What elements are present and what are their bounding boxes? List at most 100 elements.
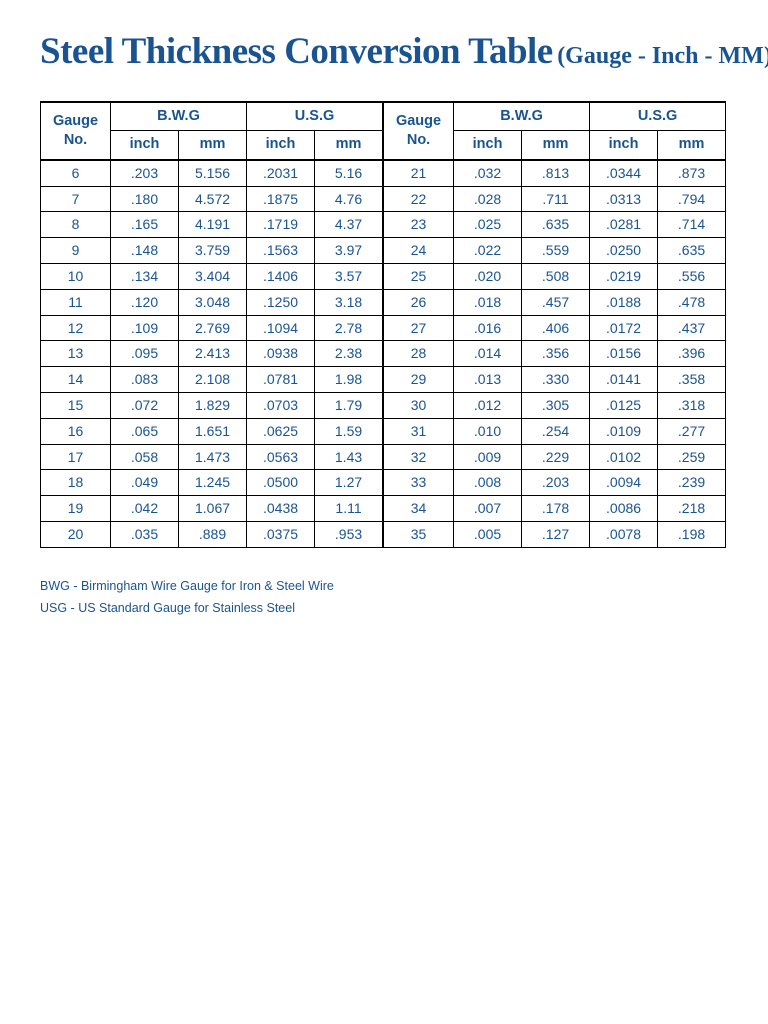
cell-ui: .0188 <box>590 289 658 315</box>
cell-bm: .559 <box>522 238 590 264</box>
cell-bi: .203 <box>111 160 179 186</box>
table-row: 9.1483.759.15633.97 <box>41 238 383 264</box>
cell-ui: .0219 <box>590 263 658 289</box>
header-usg-inch: inch <box>590 131 658 160</box>
cell-g: 25 <box>384 263 454 289</box>
cell-ui: .0086 <box>590 496 658 522</box>
cell-g: 28 <box>384 341 454 367</box>
cell-bi: .013 <box>454 367 522 393</box>
cell-um: .714 <box>658 212 726 238</box>
cell-bi: .020 <box>454 263 522 289</box>
table-row: 16.0651.651.06251.59 <box>41 418 383 444</box>
cell-bi: .028 <box>454 186 522 212</box>
cell-ui: .0094 <box>590 470 658 496</box>
header-usg-mm: mm <box>658 131 726 160</box>
cell-bi: .007 <box>454 496 522 522</box>
cell-g: 18 <box>41 470 111 496</box>
cell-um: 1.98 <box>315 367 383 393</box>
cell-g: 9 <box>41 238 111 264</box>
cell-um: 3.57 <box>315 263 383 289</box>
cell-bm: 1.651 <box>179 418 247 444</box>
table-row: 10.1343.404.14063.57 <box>41 263 383 289</box>
table-row: 20.035.889.0375.953 <box>41 521 383 547</box>
table-row: 34.007.178.0086.218 <box>384 496 726 522</box>
cell-g: 17 <box>41 444 111 470</box>
cell-bm: .305 <box>522 392 590 418</box>
cell-bi: .109 <box>111 315 179 341</box>
cell-bi: .095 <box>111 341 179 367</box>
cell-g: 7 <box>41 186 111 212</box>
footnotes: BWG - Birmingham Wire Gauge for Iron & S… <box>40 576 728 618</box>
cell-bi: .022 <box>454 238 522 264</box>
cell-bm: .203 <box>522 470 590 496</box>
cell-um: 1.43 <box>315 444 383 470</box>
cell-bm: .508 <box>522 263 590 289</box>
cell-g: 31 <box>384 418 454 444</box>
cell-um: .277 <box>658 418 726 444</box>
cell-bi: .072 <box>111 392 179 418</box>
cell-bm: 2.769 <box>179 315 247 341</box>
cell-bi: .065 <box>111 418 179 444</box>
cell-bm: .889 <box>179 521 247 547</box>
cell-bi: .008 <box>454 470 522 496</box>
cell-bm: 1.473 <box>179 444 247 470</box>
cell-ui: .0281 <box>590 212 658 238</box>
cell-um: .218 <box>658 496 726 522</box>
header-usg: U.S.G <box>247 102 383 131</box>
cell-bi: .058 <box>111 444 179 470</box>
cell-bi: .016 <box>454 315 522 341</box>
table-row: 29.013.330.0141.358 <box>384 367 726 393</box>
cell-g: 19 <box>41 496 111 522</box>
cell-um: .259 <box>658 444 726 470</box>
cell-bm: .457 <box>522 289 590 315</box>
cell-ui: .0109 <box>590 418 658 444</box>
table-row: 33.008.203.0094.239 <box>384 470 726 496</box>
cell-g: 21 <box>384 160 454 186</box>
cell-g: 14 <box>41 367 111 393</box>
header-bwg-inch: inch <box>111 131 179 160</box>
cell-ui: .1875 <box>247 186 315 212</box>
cell-um: .318 <box>658 392 726 418</box>
table-left-body: 6.2035.156.20315.167.1804.572.18754.768.… <box>41 160 383 547</box>
header-usg-mm: mm <box>315 131 383 160</box>
cell-um: .437 <box>658 315 726 341</box>
cell-um: .358 <box>658 367 726 393</box>
cell-ui: .0500 <box>247 470 315 496</box>
cell-um: .873 <box>658 160 726 186</box>
header-gauge: GaugeNo. <box>41 102 111 160</box>
table-row: 30.012.305.0125.318 <box>384 392 726 418</box>
table-row: 32.009.229.0102.259 <box>384 444 726 470</box>
conversion-table-left: GaugeNo. B.W.G U.S.G inch mm inch mm 6.2… <box>40 101 383 548</box>
cell-ui: .0078 <box>590 521 658 547</box>
page-title: Steel Thickness Conversion Table (Gauge … <box>40 30 728 73</box>
cell-g: 26 <box>384 289 454 315</box>
cell-g: 30 <box>384 392 454 418</box>
cell-bm: .127 <box>522 521 590 547</box>
table-row: 28.014.356.0156.396 <box>384 341 726 367</box>
cell-bi: .180 <box>111 186 179 212</box>
footnote-usg: USG - US Standard Gauge for Stainless St… <box>40 598 728 618</box>
table-row: 22.028.711.0313.794 <box>384 186 726 212</box>
table-row: 13.0952.413.09382.38 <box>41 341 383 367</box>
cell-bm: .813 <box>522 160 590 186</box>
cell-g: 6 <box>41 160 111 186</box>
cell-um: .198 <box>658 521 726 547</box>
table-row: 6.2035.156.20315.16 <box>41 160 383 186</box>
cell-bm: 3.048 <box>179 289 247 315</box>
cell-g: 20 <box>41 521 111 547</box>
cell-ui: .0141 <box>590 367 658 393</box>
header-usg-inch: inch <box>247 131 315 160</box>
cell-ui: .0156 <box>590 341 658 367</box>
table-row: 25.020.508.0219.556 <box>384 263 726 289</box>
cell-bm: 3.404 <box>179 263 247 289</box>
cell-um: 2.78 <box>315 315 383 341</box>
cell-um: .635 <box>658 238 726 264</box>
header-bwg: B.W.G <box>454 102 590 131</box>
cell-um: 1.11 <box>315 496 383 522</box>
cell-ui: .0781 <box>247 367 315 393</box>
cell-um: 3.97 <box>315 238 383 264</box>
title-main: Steel Thickness Conversion Table <box>40 31 553 72</box>
header-usg: U.S.G <box>590 102 726 131</box>
cell-bm: .178 <box>522 496 590 522</box>
header-bwg-inch: inch <box>454 131 522 160</box>
